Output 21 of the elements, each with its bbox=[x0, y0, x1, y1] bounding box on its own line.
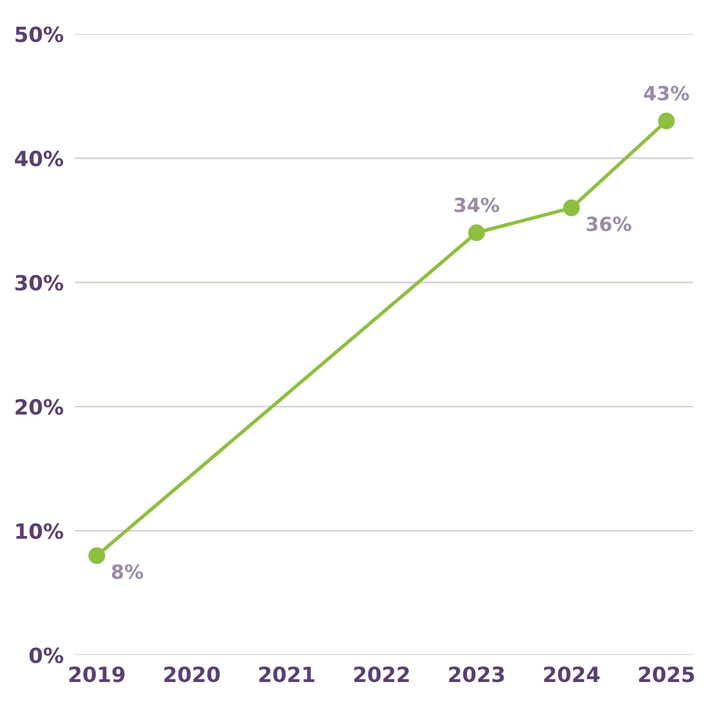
data-label: 34% bbox=[454, 198, 500, 212]
x-tick-label: 2020 bbox=[164, 666, 220, 682]
y-tick-label: 20% bbox=[16, 399, 64, 415]
y-tick-label: 40% bbox=[14, 150, 64, 166]
point bbox=[88, 547, 106, 564]
x-tick-label: 2025 bbox=[639, 666, 694, 682]
x-tick-label: 2023 bbox=[449, 666, 504, 682]
point bbox=[468, 224, 485, 242]
x-tick-label: 2022 bbox=[354, 666, 409, 682]
data-label: 36% bbox=[586, 216, 632, 232]
x-tick-label: 2019 bbox=[69, 666, 124, 682]
y-tick-label: 0% bbox=[30, 647, 64, 664]
y-tick-label: 10% bbox=[16, 523, 64, 540]
x-tick-label: 2024 bbox=[544, 666, 600, 682]
data-label: 43% bbox=[644, 86, 690, 101]
point bbox=[563, 200, 580, 216]
y-tick-label: 30% bbox=[15, 274, 64, 291]
x-tick-label: 2021 bbox=[259, 666, 314, 682]
y-tick-label: 50% bbox=[16, 26, 64, 42]
data-label: 8% bbox=[112, 564, 144, 580]
point bbox=[658, 112, 675, 130]
